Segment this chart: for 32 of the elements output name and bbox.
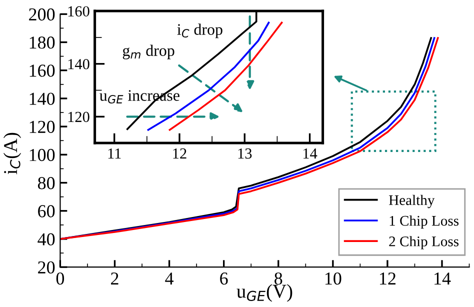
x-tick-label: 12 xyxy=(380,272,396,284)
annotation: i$_{C}$ drop xyxy=(177,24,222,38)
y-tick-label: 20 xyxy=(38,261,55,274)
annotation: g$_{m}$ drop xyxy=(122,44,174,60)
x-tick-label: 14 xyxy=(434,272,451,284)
y-tick-label: 140 xyxy=(68,58,90,70)
legend-label: 2 Chip Loss xyxy=(389,236,459,250)
y-tick-label: 80 xyxy=(38,177,55,190)
x-tick-label: 11 xyxy=(108,148,121,159)
y-tick-label: 140 xyxy=(30,92,55,105)
x-tick-label: 6 xyxy=(220,272,228,285)
x-tick-label: 2 xyxy=(111,272,118,284)
y-tick-label: 120 xyxy=(30,120,55,133)
x-axis-title: u$_{GE}$(V) xyxy=(236,284,292,302)
y-axis-title: i$_{C}$(A) xyxy=(3,132,22,174)
x-tick-label: 10 xyxy=(325,272,342,285)
legend-label: 1 Chip Loss xyxy=(390,215,459,229)
y-tick-label: 100 xyxy=(30,148,55,162)
y-tick-label: 200 xyxy=(29,8,55,21)
legend-label: Healthy xyxy=(388,194,435,208)
y-tick-label: 40 xyxy=(38,233,55,246)
x-tick-label: 12 xyxy=(173,148,186,159)
y-tick-label: 120 xyxy=(68,112,90,122)
y-tick-label: 160 xyxy=(30,64,55,77)
x-tick-label: 13 xyxy=(238,148,252,159)
y-tick-label: 180 xyxy=(30,36,55,49)
x-tick-label: 8 xyxy=(274,272,282,285)
x-tick-label: 0 xyxy=(56,272,64,285)
x-tick-label: 14 xyxy=(303,148,318,159)
y-tick-label: 160 xyxy=(68,6,90,17)
x-tick-label: 4 xyxy=(165,272,174,284)
y-tick-label: 60 xyxy=(38,205,55,218)
